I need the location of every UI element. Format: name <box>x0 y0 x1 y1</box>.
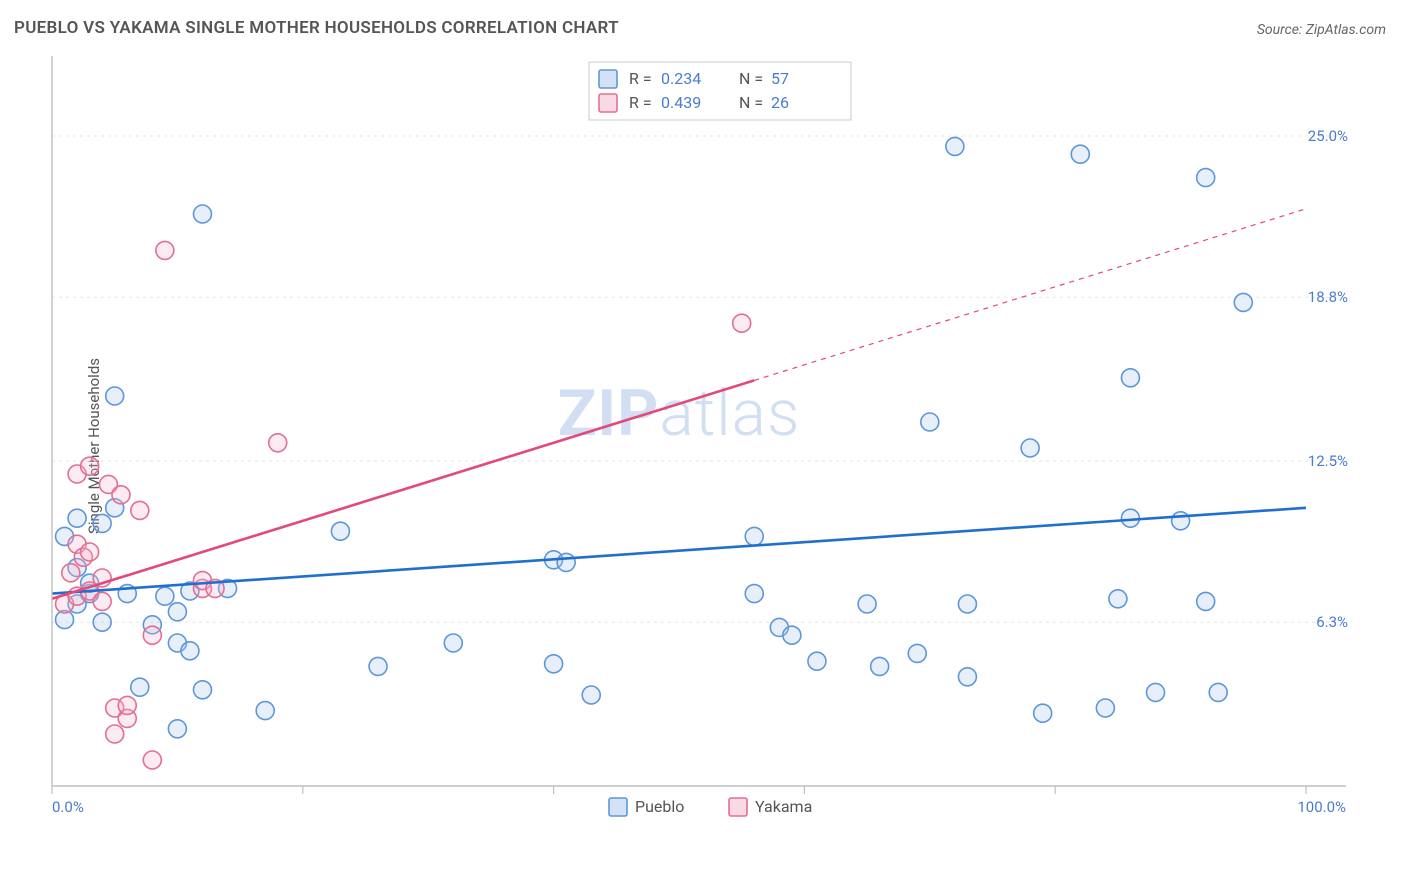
data-point <box>256 702 274 720</box>
data-point <box>1197 592 1215 610</box>
series-legend-label: Pueblo <box>635 797 684 816</box>
data-point <box>62 564 80 582</box>
series-legend-swatch <box>609 798 627 816</box>
data-point <box>168 720 186 738</box>
data-point <box>1172 512 1190 530</box>
x-axis-start-label: 0.0% <box>52 798 84 816</box>
regression-line-extrapolated <box>754 209 1306 381</box>
data-point <box>93 613 111 631</box>
legend-n-value: 26 <box>771 93 789 112</box>
data-point <box>331 522 349 540</box>
data-point <box>745 585 763 603</box>
data-point <box>193 681 211 699</box>
data-point <box>81 543 99 561</box>
data-point <box>68 509 86 527</box>
data-point <box>1096 699 1114 717</box>
series-legend-label: Yakama <box>755 797 812 816</box>
y-tick-label: 18.8% <box>1308 288 1348 306</box>
scatter-plot: 6.3% 12.5% 18.8% 25.0% ZIPatlas 0.0% 100.0% R =… <box>46 50 1356 820</box>
data-point <box>783 626 801 644</box>
source-prefix: Source: <box>1257 22 1306 38</box>
regression-line <box>52 380 754 598</box>
data-point <box>193 205 211 223</box>
watermark: ZIPatlas <box>558 376 801 451</box>
data-point <box>958 595 976 613</box>
data-point <box>93 592 111 610</box>
data-point <box>871 657 889 675</box>
regression-line <box>52 508 1306 594</box>
data-point <box>168 603 186 621</box>
data-point <box>444 634 462 652</box>
data-point <box>808 652 826 670</box>
data-point <box>1234 293 1252 311</box>
legend-r-label: R = <box>629 93 652 112</box>
data-point <box>557 553 575 571</box>
data-point <box>1121 369 1139 387</box>
chart-title: PUEBLO VS YAKAMA SINGLE MOTHER HOUSEHOLD… <box>14 18 619 38</box>
data-point <box>369 657 387 675</box>
data-point <box>269 434 287 452</box>
data-point <box>118 696 136 714</box>
data-point <box>582 686 600 704</box>
y-tick-label: 6.3% <box>1316 613 1348 631</box>
data-point <box>143 626 161 644</box>
source-name: ZipAtlas.com <box>1306 22 1386 38</box>
data-point <box>958 668 976 686</box>
data-point <box>946 137 964 155</box>
legend-n-label: N = <box>739 93 763 112</box>
legend-swatch <box>599 70 617 88</box>
data-point <box>1147 683 1165 701</box>
data-point <box>93 514 111 532</box>
data-point <box>733 314 751 332</box>
source-attribution: Source: ZipAtlas.com <box>1257 22 1386 38</box>
data-point <box>131 501 149 519</box>
y-tick-label: 25.0% <box>1308 127 1348 145</box>
data-point <box>106 725 124 743</box>
data-point <box>1197 169 1215 187</box>
data-point <box>131 678 149 696</box>
data-point <box>1109 590 1127 608</box>
data-point <box>156 587 174 605</box>
data-point <box>143 751 161 769</box>
data-point <box>106 387 124 405</box>
legend-swatch <box>599 94 617 112</box>
data-point <box>908 644 926 662</box>
data-point <box>858 595 876 613</box>
legend-n-label: N = <box>739 69 763 88</box>
data-point <box>1021 439 1039 457</box>
legend-r-value: 0.439 <box>661 93 701 112</box>
data-point <box>181 642 199 660</box>
data-point <box>112 486 130 504</box>
data-point <box>156 241 174 259</box>
data-point <box>545 655 563 673</box>
x-axis-end-label: 100.0% <box>1297 798 1346 816</box>
data-point <box>1034 704 1052 722</box>
data-point <box>81 457 99 475</box>
data-point <box>921 413 939 431</box>
legend-r-label: R = <box>629 69 652 88</box>
y-tick-label: 12.5% <box>1308 452 1348 470</box>
legend-r-value: 0.234 <box>661 69 701 88</box>
data-point <box>1209 683 1227 701</box>
series-legend-swatch <box>729 798 747 816</box>
legend-n-value: 57 <box>771 69 789 88</box>
data-point <box>745 527 763 545</box>
data-point <box>1071 145 1089 163</box>
